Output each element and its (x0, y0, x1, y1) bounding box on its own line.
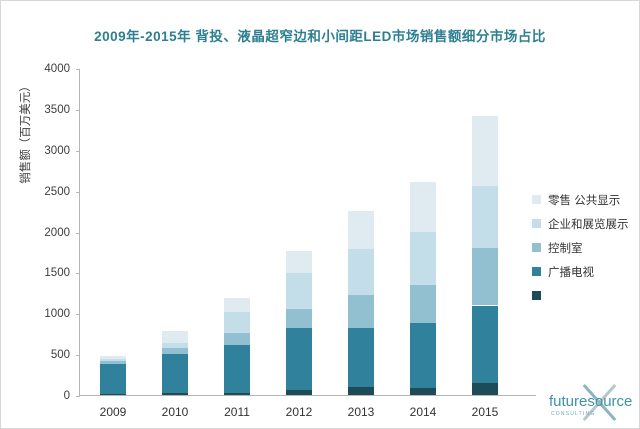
bar-segment (162, 354, 188, 393)
bar-segment (224, 333, 250, 346)
plot-area: 0 500 1000 1500 2000 2500 3000 3500 4000 2009 201… (44, 63, 536, 419)
y-tick-label: 2500 (44, 185, 70, 198)
y-tick-mark (76, 69, 80, 70)
legend-item: 零售 公共显示 (532, 193, 629, 207)
y-tick-label: 500 (50, 349, 70, 362)
bar-segment (286, 250, 312, 273)
bar-segment (100, 393, 126, 395)
futuresource-logo: futuresource CONSULTING (549, 381, 637, 426)
y-tick-label: 3500 (44, 103, 70, 116)
y-tick-mark (76, 191, 80, 193)
y-tick-mark (76, 109, 80, 111)
bar-segment (224, 345, 250, 393)
chart-legend: 零售 公共显示 企业和展览展示 控制室广播电视 (532, 193, 629, 313)
x-tick-label: 2011 (224, 405, 250, 419)
bar-segment (100, 361, 126, 364)
logo-subtitle: CONSULTING (551, 411, 596, 417)
bar-segment (224, 297, 250, 312)
y-tick-label: 4000 (44, 63, 70, 75)
legend-label: 广播电视 (548, 266, 594, 279)
bar-segment (286, 272, 312, 309)
chart-title: 2009年-2015年 背投、液晶超窄边和小间距LED市场销售额细分市场占比 (94, 29, 546, 44)
legend-swatch (532, 243, 541, 252)
y-tick-mark (76, 232, 80, 234)
bar-segment (472, 116, 498, 187)
y-tick-mark (76, 396, 80, 397)
legend-swatch (532, 219, 541, 228)
bar-segment (410, 284, 436, 324)
x-tick-label: 2012 (285, 405, 313, 419)
bar-segment (410, 388, 436, 395)
bar-segment (410, 231, 436, 285)
bar-segment (472, 383, 498, 395)
y-tick-label: 3000 (44, 144, 70, 157)
bar-segment (348, 386, 374, 395)
bar-segment (348, 327, 374, 387)
bar-segment (100, 363, 126, 394)
bar-segment (162, 343, 188, 348)
bar-segment (162, 348, 188, 355)
y-tick-label: 2000 (44, 226, 70, 239)
bar-segment (224, 392, 250, 395)
bar-segment (286, 390, 312, 395)
legend-label: 企业和展览展示 (548, 218, 629, 231)
bar-segment (472, 186, 498, 248)
legend-label: 控制室 (548, 242, 583, 255)
bar-segment (162, 331, 188, 344)
bar-segment (224, 311, 250, 334)
y-tick-label: 0 (63, 390, 70, 402)
bar-segment (100, 355, 126, 360)
legend-swatch (532, 267, 541, 276)
y-tick-label: 1500 (44, 267, 70, 280)
x-tick-label: 2014 (409, 405, 437, 419)
y-tick-mark (76, 314, 80, 316)
legend-item: 广播电视 (532, 265, 629, 279)
bar-segment (286, 308, 312, 329)
logo-wordmark: futuresource (549, 393, 633, 410)
bar-segment (410, 323, 436, 389)
x-tick-label: 2015 (471, 405, 499, 419)
bar-segment (472, 305, 498, 384)
bar-segment (348, 248, 374, 296)
bar-segment (348, 295, 374, 328)
x-tick-label: 2010 (161, 405, 189, 419)
y-tick-mark (76, 150, 80, 152)
legend-item: 控制室 (532, 241, 629, 255)
y-tick-mark (76, 355, 80, 357)
x-tick-label: 2009 (99, 405, 127, 419)
bar-segment (472, 247, 498, 306)
legend-swatch (532, 291, 541, 300)
bar-segment (410, 182, 436, 232)
legend-label: 零售 公共显示 (548, 194, 621, 207)
legend-item: 企业和展览展示 (532, 217, 629, 231)
y-tick-label: 1000 (44, 308, 70, 321)
legend-swatch (532, 195, 541, 204)
bar-segment (100, 359, 126, 362)
y-tick-mark (76, 273, 80, 275)
bar-segment (162, 392, 188, 395)
legend-item (532, 289, 629, 302)
x-tick-label: 2013 (347, 405, 375, 419)
bar-segment (348, 211, 374, 249)
bar-segment (286, 328, 312, 391)
